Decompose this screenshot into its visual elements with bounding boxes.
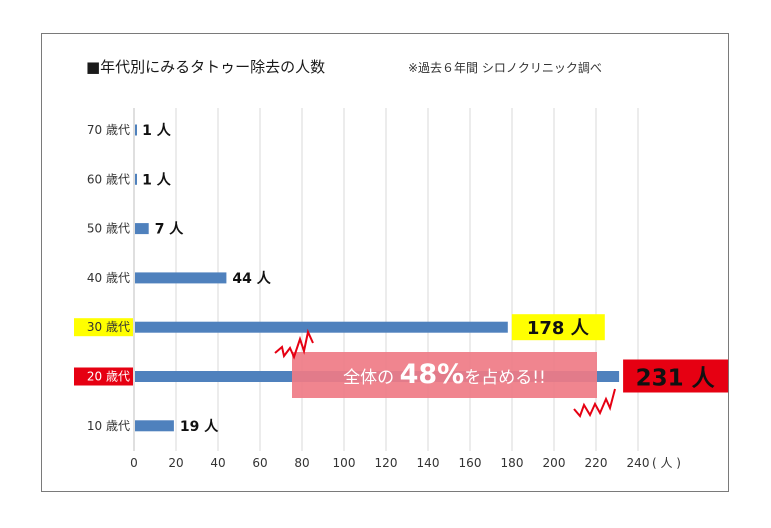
callout-suffix: を占める!! [464,368,546,388]
x-unit-label: ( 人 ) [652,456,681,470]
category-highlight [74,318,133,337]
category-label: 50 歳代 [87,222,130,236]
category-highlight [74,367,133,386]
x-tick-label: 220 [585,456,608,470]
bar [135,173,137,185]
bar [135,272,227,284]
category-label: 10 歳代 [87,419,130,433]
x-tick-label: 240 [627,456,650,470]
chart-title: ■年代別にみるタトゥー除去の人数 [86,58,325,76]
callout-box [292,352,597,398]
bar [135,321,508,333]
value-label: 1 人 [142,171,172,188]
callout-prefix: 全体の [343,368,399,388]
x-tick-label: 120 [375,456,398,470]
x-tick-label: 200 [543,456,566,470]
value-label: 1 人 [142,122,172,139]
value-highlight [511,314,605,341]
x-tick-label: 0 [130,456,138,470]
category-label: 70 歳代 [87,123,130,137]
burst-mark-left [274,328,314,360]
value-label: 7 人 [155,221,185,238]
category-label: 40 歳代 [87,271,130,285]
callout-layer: 全体の 48%を占める!! [274,328,616,418]
bar [135,124,137,136]
category-label: 20 歳代 [87,370,130,384]
callout-text: 全体の 48%を占める!! [343,359,546,390]
bar [135,223,149,235]
x-tick-label: 20 [168,456,183,470]
label-layer: 0 20 40 60 80 100 120 140 160 180 200 220 240( 人 ) 70… [74,122,729,470]
chart-frame: ■年代別にみるタトゥー除去の人数 ※過去６年間 シロノクリニック調べ 0 20 40… [41,33,729,492]
x-tick-label: 140 [417,456,440,470]
value-label: 19 人 [180,418,219,435]
category-label: 30 歳代 [87,320,130,334]
bar [135,420,174,432]
category-label: 60 歳代 [87,172,130,186]
x-tick-label: 80 [294,456,309,470]
bar-chart: ■年代別にみるタトゥー除去の人数 ※過去６年間 シロノクリニック調べ 0 20 40… [74,58,729,470]
callout-highlight: 48% [400,359,465,390]
x-tick-label: 100 [333,456,356,470]
chart-note: ※過去６年間 シロノクリニック調べ [408,61,602,75]
value-label: 44 人 [232,270,271,287]
burst-mark-right [573,388,616,418]
x-tick-label: 160 [459,456,482,470]
value-label: 178 人 [527,318,590,339]
value-label: 231 人 [636,366,716,392]
x-tick-label: 180 [501,456,524,470]
x-tick-label: 60 [252,456,267,470]
x-tick-label: 40 [210,456,225,470]
value-highlight [623,359,729,393]
